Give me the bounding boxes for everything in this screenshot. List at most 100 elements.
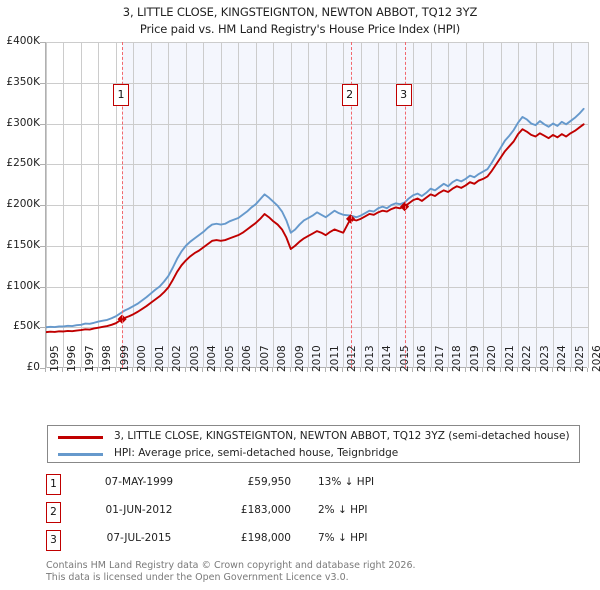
sale-price: £183,000 (240, 504, 291, 516)
x-axis-tick-label: 1995 (49, 345, 61, 372)
x-axis-tick-label: 2009 (293, 345, 306, 372)
x-axis-tick-label: 2007 (258, 345, 271, 372)
x-axis-tick-label: 2011 (328, 345, 341, 372)
sale-marker-badge[interactable]: 2 (341, 84, 358, 106)
sale-hpi-delta: 2% ↓ HPI (318, 504, 368, 516)
sale-event-line (350, 42, 352, 368)
y-axis-tick-label: £50K (13, 320, 40, 333)
footer-line-2: This data is licensed under the Open Gov… (46, 572, 349, 583)
x-axis-tick (342, 368, 344, 372)
x-axis-tick-label: 2015 (398, 345, 411, 372)
gridline-horizontal (46, 164, 588, 166)
x-axis-tick (552, 368, 554, 372)
y-axis-tick-label: £100K (6, 279, 40, 292)
legend-item-hpi: HPI: Average price, semi-detached house,… (48, 445, 579, 464)
x-axis-tick (324, 368, 326, 372)
x-axis-tick (114, 368, 116, 372)
x-axis-tick (499, 368, 501, 372)
x-axis-tick (184, 368, 186, 372)
x-axis-tick-label: 2020 (486, 345, 499, 372)
y-axis-tick-label: £0 (26, 361, 40, 373)
x-axis-tick (394, 368, 396, 372)
y-axis-tick (40, 82, 45, 84)
legend-label-hpi: HPI: Average price, semi-detached house,… (114, 447, 399, 459)
x-axis-tick (569, 368, 571, 372)
legend-item-property: 3, LITTLE CLOSE, KINGSTEIGNTON, NEWTON A… (48, 428, 579, 447)
x-axis-tick-label: 2003 (188, 345, 201, 372)
series-line-property (46, 123, 585, 334)
x-axis-tick-label: 2006 (241, 345, 254, 372)
x-axis-tick (79, 368, 81, 372)
y-axis-tick-label: £150K (6, 238, 40, 251)
x-axis-tick (359, 368, 361, 372)
x-axis-tick-label: 2017 (433, 345, 446, 372)
x-axis-tick (254, 368, 256, 372)
x-axis-tick (62, 368, 64, 372)
x-axis-tick (202, 368, 204, 372)
x-axis-tick-label: 2014 (381, 345, 394, 372)
x-axis-tick (45, 368, 46, 372)
table-row: 1 07-MAY-1999 £59,950 13% ↓ HPI (46, 474, 586, 498)
x-axis-tick-label: 2008 (276, 345, 289, 372)
y-axis-tick (40, 245, 45, 247)
y-axis-tick-label: £350K (6, 75, 40, 88)
x-axis-tick (132, 368, 134, 372)
page-subtitle: Price paid vs. HM Land Registry's House … (139, 22, 461, 36)
x-axis-tick (289, 368, 291, 372)
x-axis-tick-label: 2002 (171, 345, 184, 372)
x-axis-tick (237, 368, 239, 372)
x-axis-tick-label: 2019 (468, 345, 481, 372)
x-axis-tick-label: 2021 (503, 345, 516, 372)
x-axis-tick (149, 368, 151, 372)
y-axis-tick-label: £250K (6, 157, 40, 170)
x-axis-tick-label: 2022 (521, 345, 534, 372)
x-axis-tick (517, 368, 519, 372)
x-axis-tick-label: 1998 (101, 345, 114, 372)
y-axis-tick (40, 164, 45, 166)
x-axis-tick (587, 368, 588, 372)
sale-price: £198,000 (240, 532, 291, 544)
sale-price: £59,950 (247, 476, 291, 488)
gridline-vertical (588, 42, 589, 368)
x-axis-tick-label: 2025 (573, 345, 586, 372)
x-axis-tick-label: 1997 (83, 345, 96, 372)
x-axis-tick-label: 2000 (136, 345, 149, 372)
x-axis-tick (447, 368, 449, 372)
x-axis-tick-label: 2018 (451, 345, 464, 372)
x-axis-tick-label: 1996 (66, 345, 79, 372)
page-title: 3, LITTLE CLOSE, KINGSTEIGNTON, NEWTON A… (122, 5, 478, 19)
table-row: 2 01-JUN-2012 £183,000 2% ↓ HPI (46, 502, 586, 526)
x-axis-tick (429, 368, 431, 372)
gridline-horizontal (46, 205, 588, 206)
sale-index-badge: 2 (46, 502, 61, 523)
sale-marker-badge[interactable]: 1 (113, 84, 130, 106)
legend-label-property: 3, LITTLE CLOSE, KINGSTEIGNTON, NEWTON A… (114, 430, 570, 442)
x-axis-tick-label: 1999 (118, 345, 131, 372)
x-axis-tick (307, 368, 309, 372)
footer: Contains HM Land Registry data © Crown c… (46, 560, 586, 584)
y-axis-tick (40, 205, 45, 206)
sale-date: 01-JUN-2012 (105, 504, 173, 516)
x-axis-tick-label: 2013 (363, 345, 376, 372)
sale-marker-badge[interactable]: 3 (395, 84, 412, 106)
sale-date: 07-JUL-2015 (106, 532, 172, 544)
sale-index-badge: 3 (46, 530, 61, 551)
legend-swatch-property (58, 436, 103, 439)
gridline-horizontal (46, 123, 588, 125)
gridline-horizontal (46, 42, 588, 43)
sale-hpi-delta: 13% ↓ HPI (318, 476, 375, 488)
sale-event-line (404, 42, 406, 368)
sale-hpi-delta: 7% ↓ HPI (318, 532, 368, 544)
footer-line-1: Contains HM Land Registry data © Crown c… (46, 560, 416, 571)
x-axis-tick (412, 368, 414, 372)
gridline-horizontal (46, 82, 588, 84)
y-axis-tick (40, 327, 45, 329)
x-axis-tick-label: 2026 (591, 345, 600, 372)
y-axis-tick-label: £300K (6, 116, 40, 129)
y-axis-tick (40, 42, 45, 43)
y-axis-tick (40, 286, 45, 288)
x-axis-tick (377, 368, 379, 372)
x-axis-tick (219, 368, 221, 372)
